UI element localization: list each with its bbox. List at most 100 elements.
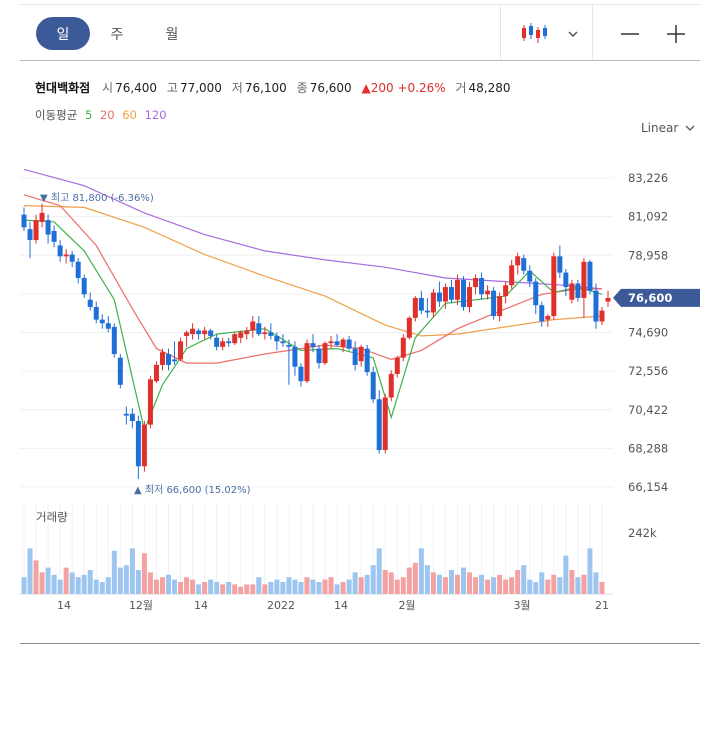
volume-bar: [304, 577, 310, 594]
ma-label: 이동평균: [35, 108, 78, 122]
volume-bar: [238, 586, 244, 594]
volume-bar: [557, 577, 563, 594]
candle-body: [352, 348, 358, 365]
y-tick-label: 83,226: [628, 171, 668, 185]
candle-body: [184, 332, 190, 336]
candle-body: [292, 346, 298, 367]
tab-daily[interactable]: 일: [36, 17, 90, 50]
candle-body: [165, 354, 171, 365]
volume-bar: [467, 572, 473, 594]
volume-bar: [563, 555, 569, 594]
candlestick-icon[interactable]: [520, 21, 548, 45]
candle-body: [286, 344, 292, 347]
volume-bar: [39, 572, 45, 594]
top-border: [20, 4, 700, 5]
candle-body: [33, 220, 39, 241]
candle-body: [63, 254, 69, 257]
ma60-label: 60: [122, 108, 137, 122]
candle-body: [262, 332, 268, 335]
candle-body: [51, 230, 57, 242]
candle-body: [497, 296, 503, 317]
volume-bar: [178, 582, 184, 594]
candle-body: [539, 305, 545, 322]
candle-body: [244, 330, 250, 335]
candle-body: [310, 343, 316, 347]
candle-body: [75, 261, 81, 279]
candle-body: [322, 343, 328, 364]
candle-body: [575, 283, 581, 298]
candle-body: [569, 283, 575, 300]
candle-body: [280, 341, 286, 344]
volume-bar: [406, 567, 412, 594]
candles: [21, 203, 611, 479]
chevron-down-icon[interactable]: [567, 25, 579, 38]
y-tick-label: 72,556: [628, 364, 668, 378]
y-tick-label: 78,958: [628, 248, 668, 262]
candle-body: [521, 258, 527, 271]
volume-bar: [33, 560, 39, 594]
volume-bar: [147, 572, 153, 594]
y-tick-label: 74,690: [628, 326, 668, 340]
volume-bar: [515, 570, 521, 594]
volume-bar: [141, 553, 147, 594]
volume-bar: [57, 579, 63, 594]
volume-bar: [575, 577, 581, 594]
scale-dropdown[interactable]: Linear: [641, 121, 695, 135]
candle-body: [515, 256, 521, 266]
volume-title: 거래량: [36, 510, 68, 524]
volume-bar: [256, 577, 262, 594]
volume-bar: [569, 570, 575, 594]
x-tick-label: 14: [334, 599, 348, 612]
volume-bar: [63, 567, 69, 594]
candle-body: [406, 317, 412, 338]
axis-labels: 83,226 81,092 78,958 74,690 72,556 70,422 68,2…: [36, 171, 700, 612]
candle-body: [111, 326, 117, 355]
volume-bar: [328, 577, 334, 594]
candle-body: [581, 261, 587, 298]
volume-value: 48,280: [468, 81, 511, 95]
plus-icon[interactable]: [666, 24, 686, 44]
candle-body: [45, 220, 51, 235]
candle-body: [461, 279, 467, 307]
current-price-tag: [613, 288, 700, 307]
volume-bar: [533, 582, 539, 594]
candle-body: [316, 348, 322, 364]
stock-name: 현대백화점: [35, 81, 91, 95]
y-tick-label: 66,154: [628, 480, 668, 494]
volume-bar: [551, 574, 557, 594]
volume-bar: [412, 562, 418, 594]
tab-weekly[interactable]: 주: [110, 26, 124, 43]
candle-body: [117, 357, 123, 385]
candle-body: [268, 332, 274, 336]
min-annotation: ▲ 최저 66,600 (15.02%): [134, 484, 251, 496]
volume-bar: [454, 574, 460, 594]
tab-monthly[interactable]: 월: [165, 26, 179, 43]
ma120-label: 120: [144, 108, 167, 122]
volume-bar: [352, 572, 358, 594]
candle-body: [599, 310, 605, 322]
scale-label: Linear: [641, 121, 679, 135]
volume-bar: [316, 582, 322, 594]
candle-body: [220, 341, 226, 347]
volume-bar: [286, 577, 292, 594]
candle-body: [382, 397, 388, 450]
candle-body: [159, 352, 165, 365]
volume-bar: [581, 574, 587, 594]
volume-bar: [364, 574, 370, 594]
y-tick-label: 81,092: [628, 210, 668, 224]
volume-bar: [424, 565, 430, 594]
minus-icon[interactable]: [620, 24, 640, 44]
volume-bar: [298, 582, 304, 594]
candle-body: [93, 306, 99, 320]
volume-bar: [340, 582, 346, 594]
candle-body: [153, 364, 159, 382]
candle-body: [527, 270, 533, 282]
y-tick-label: 68,288: [628, 441, 668, 455]
candle-body: [454, 279, 460, 300]
candle-body: [87, 299, 93, 307]
change-value: ▲200 +0.26%: [361, 81, 446, 95]
candle-body: [436, 292, 442, 302]
volume-bar: [69, 572, 75, 594]
candle-body: [509, 265, 515, 286]
volume-bar: [250, 584, 256, 594]
